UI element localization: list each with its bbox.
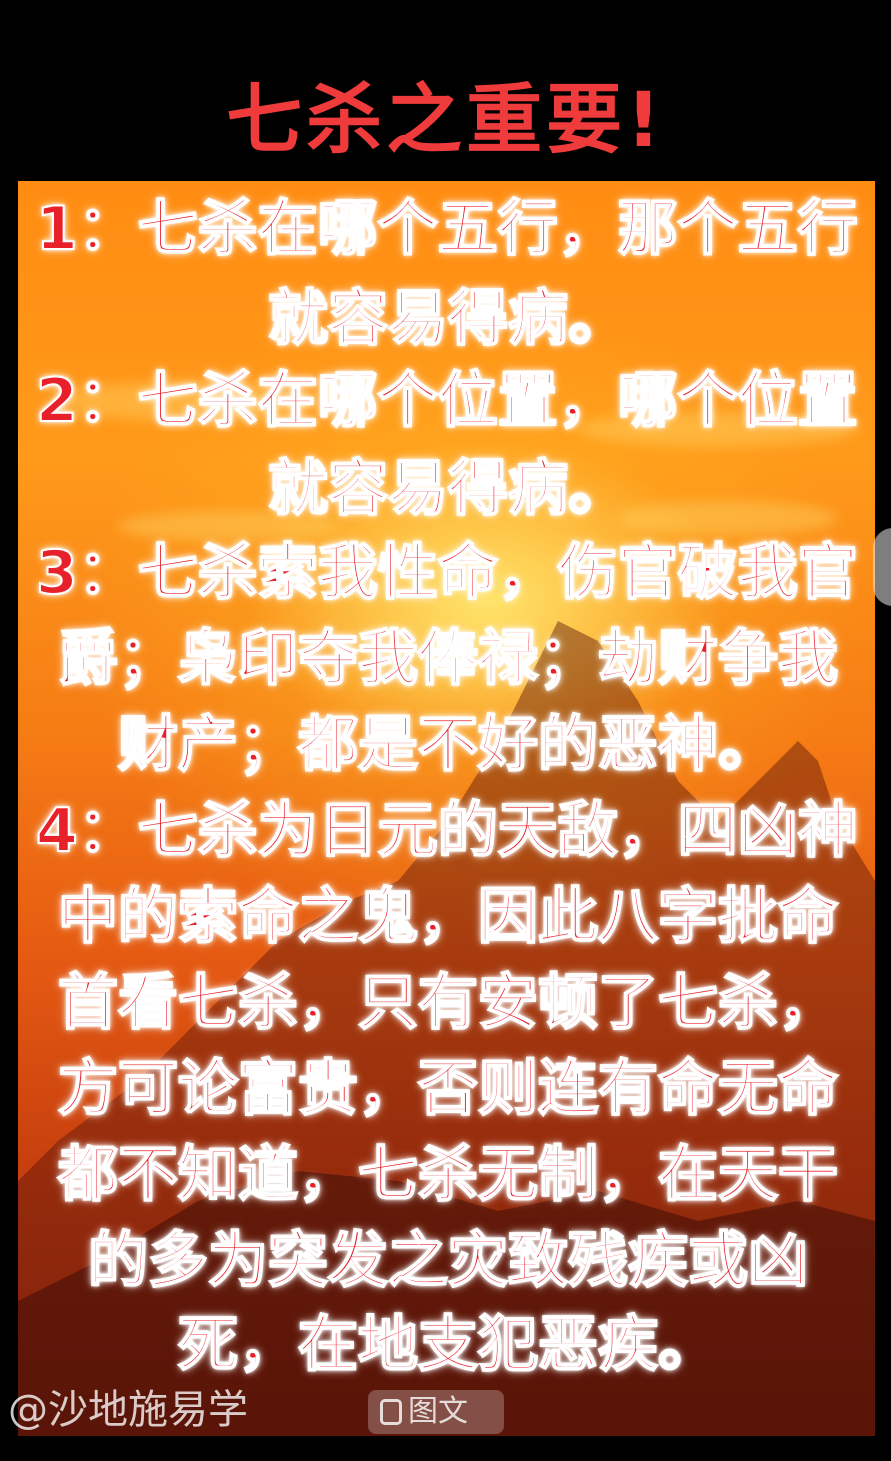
text-line: 死，在地支犯恶疾。 <box>177 1309 719 1381</box>
cloud <box>58 381 318 421</box>
author-handle[interactable]: @沙地施易学 <box>8 1387 248 1433</box>
text-line: 首看七杀，只有安顿了七杀， <box>57 967 839 1039</box>
post-type-badge[interactable]: 图文 <box>368 1390 504 1434</box>
text-line: 2：七杀在哪个位置，哪个位置 <box>35 365 859 437</box>
text-line: 4：七杀为日元的天敌，四凶神 <box>35 795 859 867</box>
text-line: 就容易得病。 <box>267 453 629 525</box>
text-line: 方可论富贵，否则连有命无命 <box>57 1053 839 1125</box>
text-line: 爵；枭印夺我俸禄；劫财争我 <box>57 623 839 695</box>
sunset-image-panel: 1：七杀在哪个五行，那个五行 就容易得病。 2：七杀在哪个位置，哪个位置 就容易… <box>18 181 875 1436</box>
mountain-silhouette <box>18 621 875 1436</box>
text-line: 都不知道，七杀无制，在天干 <box>57 1139 839 1211</box>
text-line: 中的索命之鬼，因此八字批命 <box>57 881 839 953</box>
text-line: 财产；都是不好的恶神。 <box>117 709 779 781</box>
cloud <box>618 501 838 535</box>
page-title: 七杀之重要! <box>226 75 665 164</box>
cloud <box>578 411 858 447</box>
text-line: 1：七杀在哪个五行，那个五行 <box>35 193 859 265</box>
picture-icon <box>380 1399 402 1425</box>
cloud <box>118 511 338 541</box>
text-lines: 1：七杀在哪个五行，那个五行 就容易得病。 2：七杀在哪个位置，哪个位置 就容易… <box>18 181 875 1436</box>
scroll-handle[interactable] <box>873 528 891 606</box>
post-type-label: 图文 <box>408 1394 468 1429</box>
text-line: 3：七杀索我性命，伤官破我官 <box>35 537 859 609</box>
footer: @沙地施易学 图文 <box>8 1380 608 1440</box>
text-line: 就容易得病。 <box>267 283 629 355</box>
text-line: 的多为突发之灾致残疾或凶 <box>87 1225 809 1297</box>
